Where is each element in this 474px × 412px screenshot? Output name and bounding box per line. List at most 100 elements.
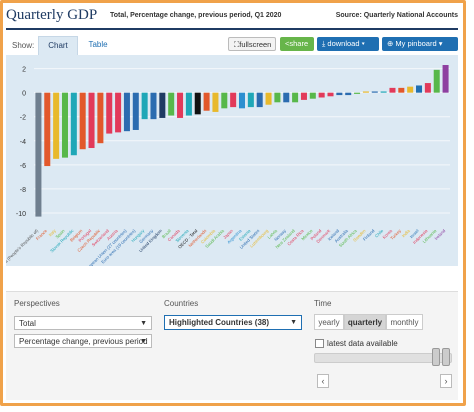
unit-value: Percentage change, previous period	[19, 337, 148, 346]
bar	[132, 92, 139, 130]
bar	[141, 92, 148, 120]
fullscreen-label: fullscreen	[239, 40, 272, 49]
perspectives-label: Perspectives	[14, 299, 60, 308]
bar	[35, 92, 42, 217]
tab-chart[interactable]: Chart	[38, 36, 78, 55]
y-tick-label: 0	[22, 91, 26, 98]
bar	[354, 92, 361, 94]
bar	[79, 92, 86, 150]
show-label: Show:	[12, 41, 35, 50]
bar	[53, 92, 60, 159]
fullscreen-button[interactable]: ⛶fullscreen	[228, 37, 276, 51]
bar	[336, 92, 343, 96]
header-divider	[6, 28, 458, 30]
y-tick-label: 2	[22, 67, 26, 74]
bar	[61, 92, 68, 158]
bar	[283, 92, 290, 103]
countries-label: Countries	[164, 299, 199, 308]
share-button[interactable]: <share	[280, 37, 314, 51]
bar	[194, 92, 201, 115]
x-tick-label: China (People's Republic of)	[6, 228, 40, 266]
checkbox-box	[315, 339, 324, 349]
time-next-button[interactable]: ›	[440, 374, 452, 388]
measure-select[interactable]: Total ▼	[14, 316, 152, 330]
latest-data-checkbox[interactable]: latest data available	[315, 339, 398, 349]
bar	[230, 92, 237, 108]
time-slider-track[interactable]	[314, 353, 452, 363]
pin-icon: ⊕	[387, 39, 396, 48]
tab-table[interactable]: Table	[88, 40, 108, 49]
unit-select[interactable]: Percentage change, previous period ▼	[14, 334, 152, 348]
x-tick-label: Israel	[409, 228, 420, 239]
pinboard-button[interactable]: ⊕ My pinboard ▾	[382, 37, 458, 51]
measure-value: Total	[19, 319, 36, 328]
x-tick-label: Brazil	[161, 228, 172, 239]
chart-toolbar: Show: Chart Table ⛶fullscreen <share ⤓ d…	[6, 33, 458, 55]
chart-subtitle: Total, Percentage change, previous perio…	[110, 12, 282, 19]
bar	[88, 92, 95, 149]
bar	[168, 92, 175, 116]
time-label: Time	[314, 299, 332, 308]
bar	[185, 92, 192, 116]
bar	[362, 91, 369, 93]
bar	[115, 92, 122, 133]
bar	[309, 92, 316, 99]
y-tick-label: -4	[20, 139, 26, 146]
bar	[318, 92, 325, 98]
time-prev-button[interactable]: ‹	[317, 374, 329, 388]
download-label: download	[327, 39, 360, 48]
countries-select[interactable]: Highlighted Countries (38) ▼	[164, 315, 302, 330]
x-tick-label: Chile	[374, 228, 385, 239]
bar	[70, 92, 77, 156]
x-tick-label: India	[401, 228, 412, 239]
plot-area: 2 0 -2 -4 -6 -8 -10 China (People's Republic of…	[6, 55, 458, 266]
chevron-down-icon: ▼	[140, 338, 147, 345]
y-tick-label: -8	[20, 187, 26, 194]
chevron-down-icon: ▼	[140, 320, 147, 327]
chart-title: Quarterly GDP	[6, 7, 98, 23]
bar	[416, 85, 423, 93]
bar	[203, 92, 210, 111]
y-tick-label: -10	[16, 211, 26, 218]
time-slider-handle-end[interactable]	[442, 348, 450, 366]
y-tick-label: -6	[20, 163, 26, 170]
chevron-right-icon: ›	[444, 376, 448, 386]
latest-data-label: latest data available	[327, 339, 398, 348]
bar	[424, 83, 431, 93]
time-monthly-button[interactable]: monthly	[386, 314, 423, 330]
bar	[371, 91, 378, 93]
bar	[106, 92, 113, 134]
download-button[interactable]: ⤓ download ▾	[317, 37, 379, 51]
bar	[97, 92, 104, 144]
chevron-left-icon: ‹	[321, 376, 325, 386]
chevron-down-icon: ▼	[290, 319, 297, 326]
bar	[159, 92, 166, 118]
bar	[150, 92, 157, 120]
bar	[345, 92, 352, 96]
bar	[389, 87, 396, 93]
bar	[212, 92, 219, 112]
x-tick-label: Spain	[54, 228, 66, 240]
bar	[380, 91, 387, 93]
y-tick-label: -2	[20, 115, 26, 122]
bar	[265, 92, 272, 105]
bar	[433, 69, 440, 93]
fullscreen-icon: ⛶	[234, 40, 240, 49]
time-yearly-button[interactable]: yearly	[314, 314, 344, 330]
bar-chart: 2 0 -2 -4 -6 -8 -10 China (People's Republic of…	[6, 65, 450, 266]
x-tick-label: Italy	[48, 228, 58, 238]
bar	[300, 92, 307, 100]
source-link[interactable]: Source: Quarterly National Accounts	[335, 12, 458, 19]
bar	[292, 92, 299, 103]
countries-value: Highlighted Countries (38)	[169, 318, 269, 327]
share-icon: <	[285, 39, 290, 48]
bar	[442, 65, 449, 93]
bar	[247, 92, 254, 108]
bar	[123, 92, 130, 132]
chevron-down-icon: ▾	[436, 39, 443, 48]
time-quarterly-button[interactable]: quarterly	[344, 314, 386, 330]
time-slider-handle-start[interactable]	[432, 348, 440, 366]
bar	[44, 92, 51, 167]
bar	[274, 92, 281, 103]
bar	[256, 92, 263, 108]
